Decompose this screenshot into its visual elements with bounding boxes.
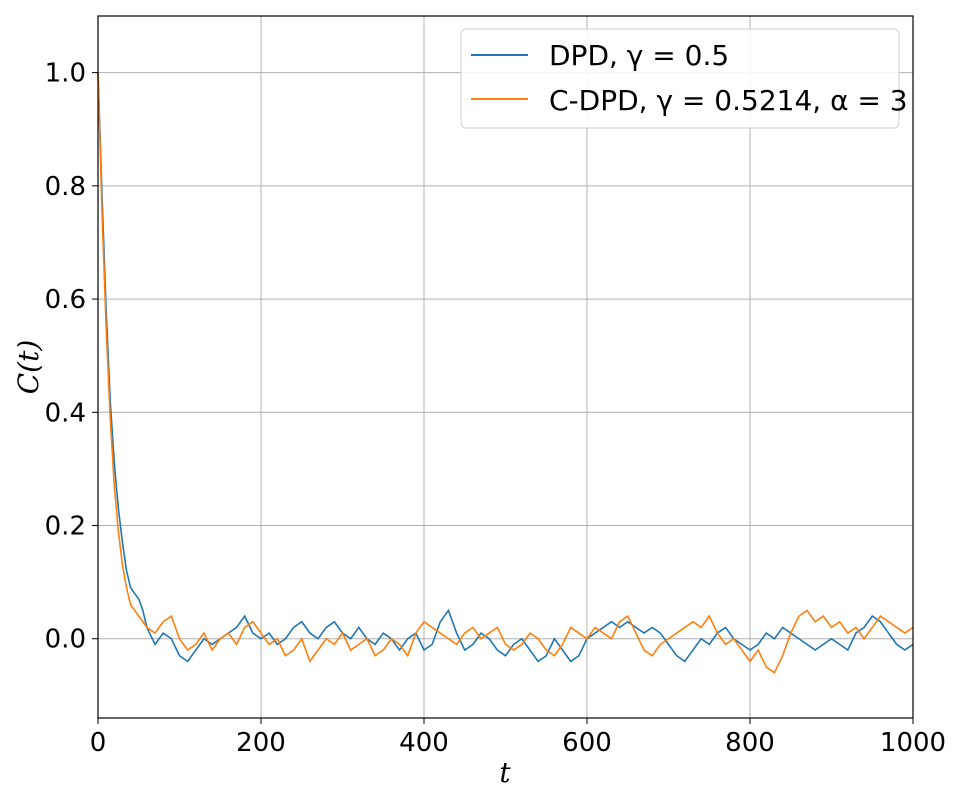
legend-label-dpd: DPD, γ = 0.5: [549, 39, 729, 72]
y-tick-label: 0.8: [45, 172, 86, 202]
x-axis-ticks: 0 200 400 600 800 1000: [90, 718, 946, 758]
x-tick-label: 200: [236, 728, 286, 758]
legend-box: [460, 28, 900, 129]
x-tick-label: 600: [562, 728, 612, 758]
y-axis-label: C(t): [12, 340, 45, 395]
y-tick-label: 0.2: [45, 512, 86, 542]
plot-frame: [97, 15, 914, 719]
x-tick-label: 400: [399, 728, 449, 758]
y-tick-label: 0.4: [45, 398, 86, 428]
series-line-c-dpd: [97, 72, 914, 674]
y-tick-label: 0.6: [45, 285, 86, 315]
y-axis-ticks: 0.0 0.2 0.4 0.6 0.8 1.0: [45, 59, 98, 655]
y-tick-label: 0.0: [45, 625, 86, 655]
series-line-dpd: [97, 72, 914, 663]
x-axis-label: t: [499, 756, 511, 789]
series-layer: [97, 72, 914, 674]
x-tick-label: 0: [90, 728, 107, 758]
x-tick-label: 800: [725, 728, 775, 758]
y-tick-label: 1.0: [45, 59, 86, 89]
legend-label-c-dpd: C-DPD, γ = 0.5214, α = 3: [549, 84, 908, 117]
x-tick-label: 1000: [880, 728, 946, 758]
legend: DPD, γ = 0.5 C-DPD, γ = 0.5214, α = 3: [460, 28, 908, 129]
